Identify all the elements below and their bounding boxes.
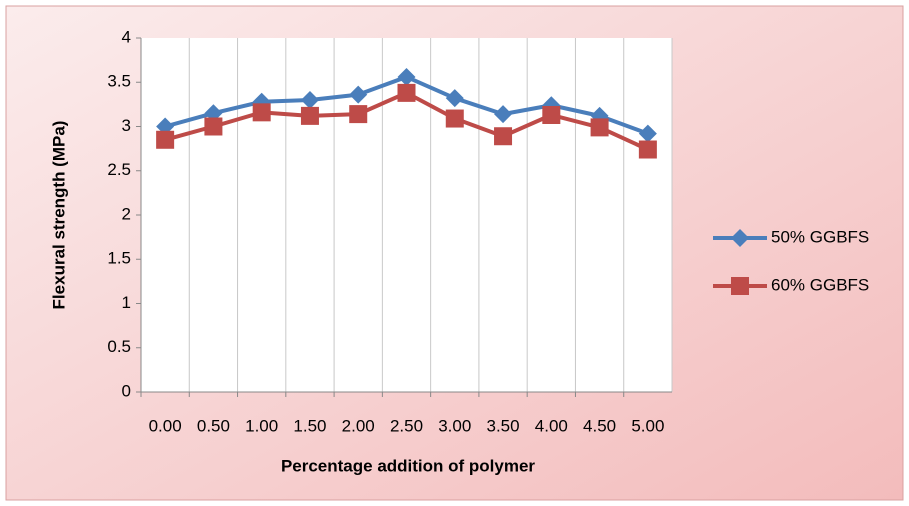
data-point <box>590 118 609 137</box>
legend-label: 50% GGBFS <box>771 227 869 246</box>
data-point <box>252 103 271 122</box>
x-tick-label: 5.00 <box>631 416 664 435</box>
y-tick-label: 1 <box>122 293 131 312</box>
x-tick-label: 2.00 <box>342 416 375 435</box>
data-point <box>494 105 513 124</box>
data-point <box>638 124 657 143</box>
x-tick-label: 0.00 <box>149 416 182 435</box>
data-point <box>300 106 319 125</box>
data-point <box>349 85 368 104</box>
y-tick-label: 0 <box>122 381 131 400</box>
data-point <box>494 127 513 146</box>
data-point <box>542 105 561 124</box>
data-point <box>156 130 175 149</box>
legend-label: 60% GGBFS <box>771 275 869 294</box>
data-point <box>300 90 319 109</box>
x-tick-label: 3.00 <box>438 416 471 435</box>
y-tick-label: 2 <box>122 204 131 223</box>
legend-marker <box>731 277 749 295</box>
data-point <box>445 89 464 108</box>
y-tick-label: 2.5 <box>107 160 131 179</box>
data-point <box>204 117 223 136</box>
data-point <box>397 67 416 86</box>
legend-marker <box>731 229 749 247</box>
y-tick-label: 1.5 <box>107 249 131 268</box>
data-point <box>397 83 416 102</box>
data-point <box>445 109 464 128</box>
data-point <box>638 140 657 159</box>
y-tick-label: 4 <box>122 27 131 46</box>
x-tick-label: 0.50 <box>197 416 230 435</box>
x-tick-label: 3.50 <box>486 416 519 435</box>
x-tick-label: 1.50 <box>293 416 326 435</box>
x-tick-label: 4.50 <box>583 416 616 435</box>
y-tick-label: 3.5 <box>107 72 131 91</box>
x-axis-title: Percentage addition of polymer <box>281 456 535 475</box>
y-axis-title: Flexural strength (MPa) <box>49 121 68 310</box>
y-tick-label: 3 <box>122 116 131 135</box>
x-tick-label: 1.00 <box>245 416 278 435</box>
data-point <box>349 105 368 124</box>
x-tick-label: 4.00 <box>535 416 568 435</box>
y-tick-label: 0.5 <box>107 337 131 356</box>
x-tick-label: 2.50 <box>390 416 423 435</box>
